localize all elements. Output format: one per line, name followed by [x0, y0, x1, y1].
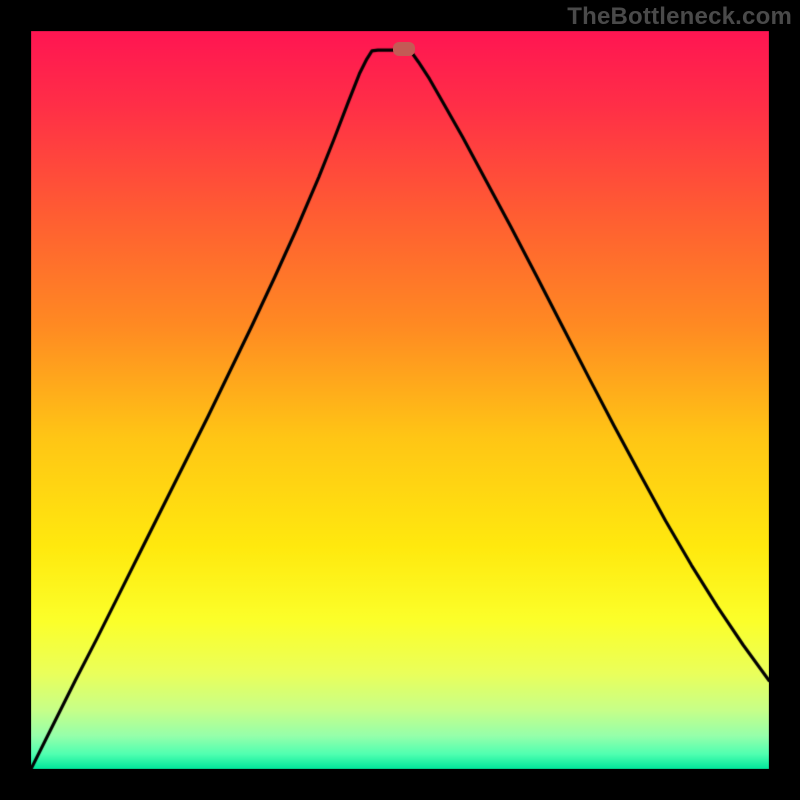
bottleneck-curve	[0, 0, 800, 800]
bottleneck-marker	[393, 42, 415, 56]
watermark-text: TheBottleneck.com	[567, 3, 792, 31]
